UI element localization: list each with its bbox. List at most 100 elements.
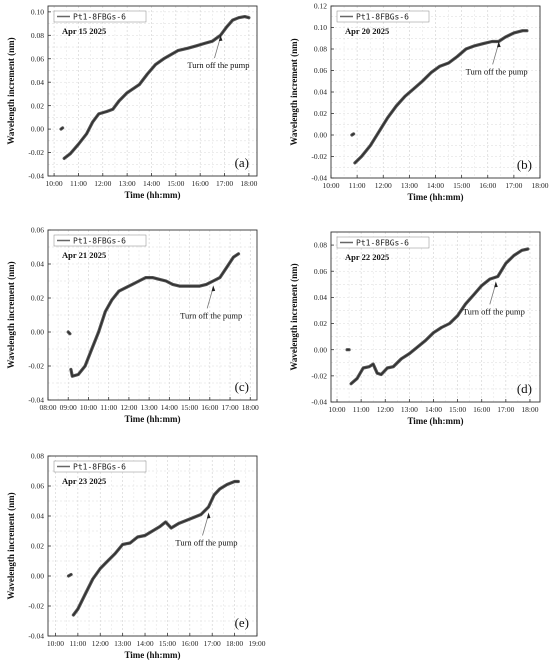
data-point	[448, 322, 451, 325]
data-point	[521, 30, 524, 32]
y-tick-label: 0.06	[31, 482, 44, 491]
x-axis: 08:00 09:00 10:00 11:00 12:00 13:00 14:00 15:00…	[39, 397, 259, 412]
y-tick-label: 0.00	[31, 572, 44, 581]
data-point	[404, 95, 406, 97]
y-tick-label: -0.02	[311, 371, 327, 380]
data-point	[84, 593, 86, 595]
data-point	[369, 145, 371, 147]
data-point	[219, 488, 221, 490]
y-tick-label: 0.04	[314, 293, 327, 302]
data-point	[244, 15, 246, 18]
y-tick-label: -0.04	[28, 632, 44, 641]
data-point	[226, 483, 228, 486]
data-point	[164, 521, 167, 523]
data-point	[122, 543, 124, 546]
y-tick-label: -0.02	[28, 362, 44, 371]
data-point	[354, 162, 356, 164]
y-axis: -0.04 -0.02 0.00 0.02 0.04 0.06 0.08 0.10	[28, 7, 51, 181]
data-point	[521, 249, 523, 251]
data-point	[350, 383, 352, 385]
legend: Pt1-8FBGs-6	[53, 460, 147, 473]
data-point	[107, 560, 109, 562]
data-point	[97, 331, 100, 333]
x-tick-label: 18:00	[226, 639, 243, 648]
x-axis-label: Time (hh:mm)	[124, 190, 180, 200]
y-tick-label: 0.00	[31, 125, 44, 134]
series-line-core	[354, 30, 527, 164]
data-point	[177, 49, 179, 52]
data-point	[114, 552, 116, 555]
data-point	[118, 100, 120, 102]
data-point	[395, 105, 397, 107]
x-tick-label: 13:00	[114, 639, 131, 648]
data-point	[129, 542, 131, 544]
legend: Pt1-8FBGs-6	[53, 10, 147, 23]
data-point	[77, 373, 79, 376]
data-point	[67, 331, 69, 333]
x-tick-label: 16:00	[479, 181, 496, 190]
y-tick-label: 0.04	[31, 260, 44, 269]
x-tick-label: 12:00	[94, 179, 111, 188]
data-point	[163, 58, 165, 60]
y-tick-label: 0.12	[314, 2, 327, 11]
legend-box	[53, 234, 147, 247]
x-tick-label: 12:00	[377, 405, 394, 414]
x-tick-label: 13:00	[401, 405, 418, 414]
data-point	[178, 522, 180, 525]
x-tick-label: 10:00	[328, 405, 345, 414]
data-point	[386, 367, 388, 369]
data-point	[457, 315, 459, 317]
data-point	[238, 17, 240, 19]
annotation-arrowhead	[206, 512, 211, 519]
data-point	[380, 373, 382, 376]
y-tick-label: 0.06	[31, 226, 44, 235]
x-tick-label: 18:00	[531, 181, 548, 190]
data-point	[111, 299, 113, 301]
y-tick-label: -0.04	[311, 398, 327, 407]
x-tick-label: 17:00	[216, 179, 233, 188]
annotation-text: Turn off the pump	[175, 538, 237, 548]
x-tick-label: 16:00	[192, 179, 209, 188]
data-point	[69, 153, 71, 155]
panel-label: (a)	[235, 155, 249, 170]
data-point	[112, 108, 114, 110]
x-tick-label: 10:00	[322, 181, 339, 190]
data-point	[136, 536, 139, 538]
x-axis-label: Time (hh:mm)	[124, 650, 180, 660]
data-point	[70, 368, 72, 370]
x-tick-label: 15:00	[453, 181, 470, 190]
data-point	[138, 83, 140, 86]
annotation-text: Turn off the pump	[187, 60, 249, 70]
data-point	[211, 40, 213, 42]
y-tick-label: -0.04	[28, 172, 44, 181]
x-axis: 10:00 11:00 12:00 13:00 14:00 15:00 16:00 17:00…	[47, 633, 266, 648]
data-point	[351, 134, 353, 136]
chart-panel-d: -0.04 -0.02 0.00 0.02 0.04 0.06 0.08 10:00 11:00…	[289, 231, 541, 426]
data-point	[346, 349, 348, 351]
y-tick-label: -0.04	[311, 174, 327, 183]
data-point	[63, 157, 65, 160]
date-label: Apr 20 2025	[345, 26, 389, 36]
x-tick-label: 18:00	[521, 405, 538, 414]
data-point	[77, 608, 79, 610]
x-tick-label: 18:00	[240, 179, 257, 188]
legend-box	[53, 10, 147, 23]
x-tick-label: 16:00	[181, 639, 198, 648]
data-point	[207, 506, 210, 508]
data-point	[92, 121, 94, 123]
data-point	[513, 32, 515, 34]
y-tick-label: 0.04	[31, 78, 44, 87]
data-point	[199, 285, 201, 287]
chart-panel-c: -0.04 -0.02 0.00 0.02 0.04 0.06 08:00 09:00 10:0…	[6, 226, 259, 424]
data-point	[60, 128, 62, 130]
x-tick-label: 11:00	[100, 403, 117, 412]
annotation-text: Turn off the pump	[463, 306, 525, 316]
x-tick-label: 12:00	[92, 639, 109, 648]
panel-label: (b)	[517, 157, 532, 172]
data-point	[71, 375, 73, 377]
data-point	[234, 480, 236, 483]
data-point	[172, 283, 174, 285]
data-point	[489, 278, 491, 280]
x-tick-label: 15:00	[449, 405, 466, 414]
